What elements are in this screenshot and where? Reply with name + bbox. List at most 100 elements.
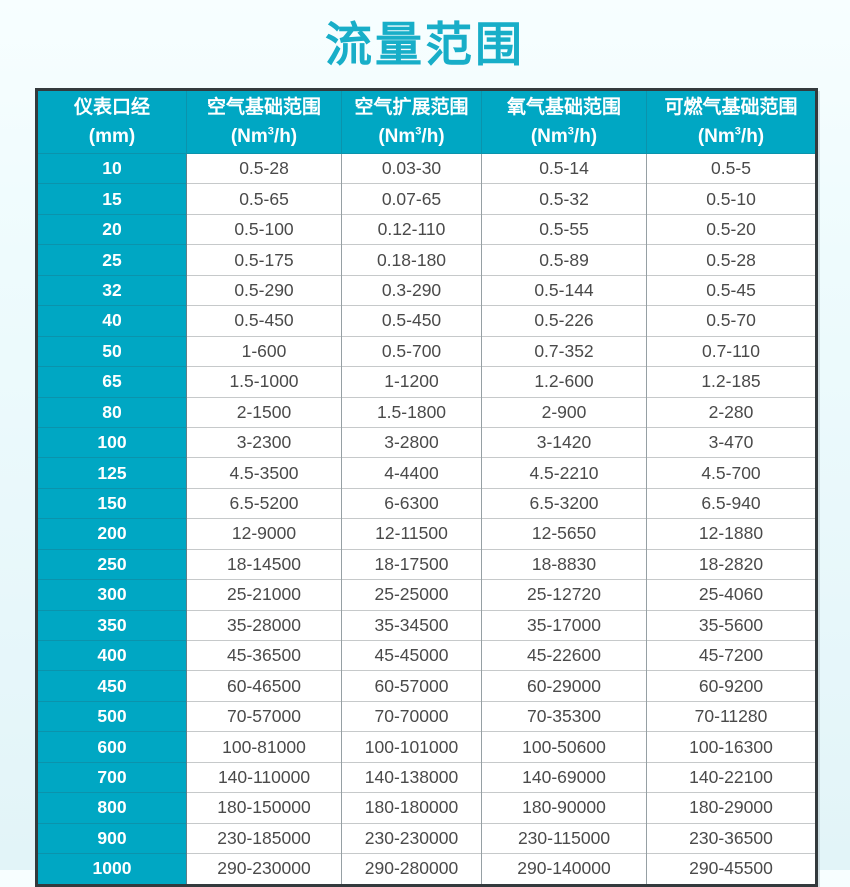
range-cell: 290-45500 — [646, 853, 817, 885]
range-cell: 60-46500 — [186, 670, 342, 702]
table-row: 350 35-28000 35-34500 35-17000 35-5600 — [36, 609, 817, 641]
range-cell: 18-14500 — [186, 548, 342, 580]
range-cell: 290-140000 — [481, 853, 647, 885]
range-cell: 100-16300 — [646, 731, 817, 763]
table-row: 15 0.5-65 0.07-65 0.5-32 0.5-10 — [36, 183, 817, 215]
range-cell: 6.5-5200 — [186, 487, 342, 519]
range-cell: 18-2820 — [646, 548, 817, 580]
range-cell: 3-470 — [646, 426, 817, 458]
range-cell: 12-11500 — [341, 518, 482, 550]
column-header-oxygen-base: 氧气基础范围 (Nm3/h) — [481, 89, 647, 154]
table-body: 10 0.5-28 0.03-30 0.5-14 0.5-5 15 0.5-65 0.07-6… — [36, 152, 817, 885]
header-row: 仪表口经 (mm) 空气基础范围 (Nm3/h) 空气扩展范围 (Nm3/h) … — [36, 89, 817, 154]
range-cell: 6.5-940 — [646, 487, 817, 519]
range-cell: 70-35300 — [481, 700, 647, 732]
range-cell: 0.18-180 — [341, 244, 482, 276]
range-cell: 0.5-10 — [646, 183, 817, 215]
range-cell: 0.5-55 — [481, 213, 647, 245]
range-cell: 140-110000 — [186, 761, 342, 793]
range-cell: 3-2800 — [341, 426, 482, 458]
range-cell: 18-8830 — [481, 548, 647, 580]
range-cell: 180-180000 — [341, 792, 482, 824]
column-title: 空气基础范围 — [206, 96, 321, 118]
table-row: 65 1.5-1000 1-1200 1.2-600 1.2-185 — [36, 366, 817, 397]
range-cell: 100-101000 — [341, 731, 482, 763]
range-cell: 1-600 — [186, 335, 342, 367]
range-cell: 35-34500 — [341, 609, 482, 641]
range-cell: 12-9000 — [186, 518, 342, 550]
range-cell: 0.5-20 — [646, 213, 817, 245]
diameter-cell: 80 — [36, 396, 187, 428]
table-row: 400 45-36500 45-45000 45-22600 45-7200 — [36, 639, 817, 671]
diameter-cell: 250 — [36, 548, 187, 580]
diameter-cell: 32 — [36, 274, 187, 306]
table-row: 250 18-14500 18-17500 18-8830 18-2820 — [36, 548, 817, 580]
diameter-cell: 40 — [36, 305, 187, 337]
range-cell: 0.5-5 — [646, 152, 817, 184]
table-row: 125 4.5-3500 4-4400 4.5-2210 4.5-700 — [36, 457, 817, 489]
table-row: 25 0.5-175 0.18-180 0.5-89 0.5-28 — [36, 244, 817, 276]
table-row: 700 140-110000 140-138000 140-69000 140-2210… — [36, 761, 817, 793]
table-row: 40 0.5-450 0.5-450 0.5-226 0.5-70 — [36, 305, 817, 337]
range-cell: 6.5-3200 — [481, 487, 647, 519]
range-cell: 25-25000 — [341, 579, 482, 611]
column-title: 氧气基础范围 — [506, 96, 621, 118]
range-cell: 1.2-185 — [646, 366, 817, 397]
range-cell: 100-50600 — [481, 731, 647, 763]
range-cell: 0.07-65 — [341, 183, 482, 215]
table-row: 32 0.5-290 0.3-290 0.5-144 0.5-45 — [36, 274, 817, 306]
table-row: 100 3-2300 3-2800 3-1420 3-470 — [36, 426, 817, 458]
range-cell: 45-36500 — [186, 639, 342, 671]
table-row: 900 230-185000 230-230000 230-115000 230-365… — [36, 822, 817, 854]
range-cell: 6-6300 — [341, 487, 482, 519]
range-cell: 18-17500 — [341, 548, 482, 580]
range-cell: 60-29000 — [481, 670, 647, 702]
range-cell: 1-1200 — [341, 366, 482, 397]
range-cell: 70-11280 — [646, 700, 817, 732]
range-cell: 25-12720 — [481, 579, 647, 611]
range-cell: 12-5650 — [481, 518, 647, 550]
range-cell: 290-230000 — [186, 853, 342, 885]
range-cell: 0.7-110 — [646, 335, 817, 367]
range-cell: 0.5-28 — [646, 244, 817, 276]
range-cell: 45-45000 — [341, 639, 482, 671]
range-cell: 0.5-175 — [186, 244, 342, 276]
range-cell: 4.5-700 — [646, 457, 817, 489]
page-title: 流量范围 — [325, 18, 525, 71]
diameter-cell: 200 — [36, 518, 187, 550]
range-cell: 0.5-144 — [481, 274, 647, 306]
range-cell: 0.5-28 — [186, 152, 342, 184]
table-row: 300 25-21000 25-25000 25-12720 25-4060 — [36, 579, 817, 611]
range-cell: 4.5-3500 — [186, 457, 342, 489]
table-row: 50 1-600 0.5-700 0.7-352 0.7-110 — [36, 335, 817, 367]
column-unit: (Nm3/h) — [230, 125, 298, 147]
range-cell: 180-90000 — [481, 792, 647, 824]
range-cell: 0.5-65 — [186, 183, 342, 215]
range-cell: 1.5-1000 — [186, 366, 342, 397]
diameter-cell: 700 — [36, 761, 187, 793]
range-cell: 140-69000 — [481, 761, 647, 793]
column-unit: (Nm3/h) — [530, 125, 598, 147]
range-cell: 0.7-352 — [481, 335, 647, 367]
table-header: 仪表口经 (mm) 空气基础范围 (Nm3/h) 空气扩展范围 (Nm3/h) … — [36, 89, 817, 154]
range-cell: 70-70000 — [341, 700, 482, 732]
diameter-cell: 15 — [36, 183, 187, 215]
flow-range-table: 仪表口经 (mm) 空气基础范围 (Nm3/h) 空气扩展范围 (Nm3/h) … — [35, 88, 818, 887]
range-cell: 0.5-700 — [341, 335, 482, 367]
diameter-cell: 500 — [36, 700, 187, 732]
table-row: 600 100-81000 100-101000 100-50600 100-16300 — [36, 731, 817, 763]
column-title: 可燃气基础范围 — [664, 96, 798, 118]
column-unit: (Nm3/h) — [378, 125, 445, 147]
range-cell: 140-138000 — [341, 761, 482, 793]
diameter-cell: 10 — [36, 152, 187, 184]
range-cell: 100-81000 — [186, 731, 342, 763]
range-cell: 0.5-14 — [481, 152, 647, 184]
table-row: 200 12-9000 12-11500 12-5650 12-1880 — [36, 518, 817, 550]
diameter-cell: 600 — [36, 731, 187, 763]
range-cell: 230-115000 — [481, 822, 647, 854]
column-header-air-extended: 空气扩展范围 (Nm3/h) — [341, 89, 482, 154]
range-cell: 0.3-290 — [341, 274, 482, 306]
range-cell: 25-4060 — [646, 579, 817, 611]
range-cell: 12-1880 — [646, 518, 817, 550]
diameter-cell: 65 — [36, 366, 187, 397]
